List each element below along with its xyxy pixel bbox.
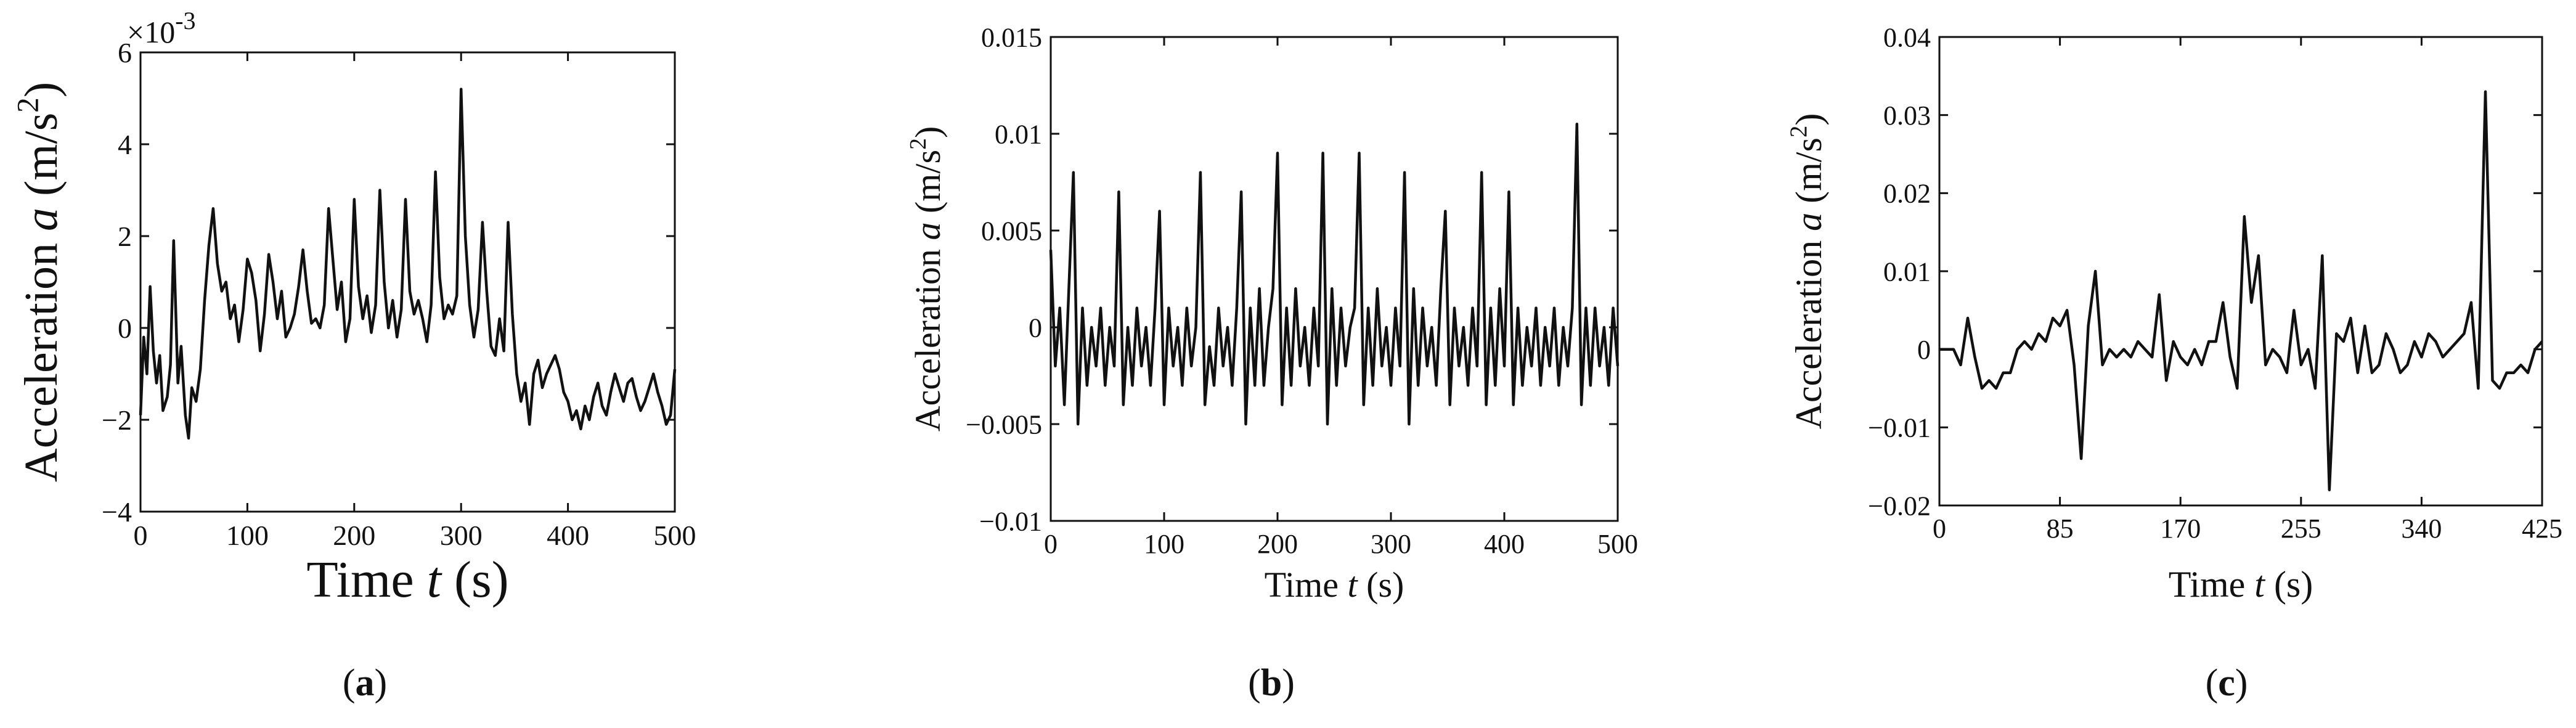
y-tick-label: −0.02: [1868, 491, 1931, 521]
x-tick-label: 400: [547, 520, 589, 551]
x-tick-label: 100: [1144, 529, 1184, 559]
x-tick-label: 500: [654, 520, 696, 551]
x-tick-label: 255: [2281, 513, 2321, 544]
x-tick-label: 85: [2047, 513, 2074, 544]
x-axis-label: Time t (s): [306, 551, 508, 608]
panel-caption: (b): [1248, 662, 1295, 704]
panel-caption: (a): [343, 662, 387, 704]
x-tick-label: 200: [333, 520, 375, 551]
y-tick-label: −0.01: [979, 506, 1042, 536]
series-line: [1939, 90, 2543, 491]
x-tick-label: 100: [226, 520, 269, 551]
y-axis-label: Acceleration a (m/s2): [1785, 113, 1829, 430]
y-tick-label: 0.03: [1883, 100, 1931, 131]
y-tick-label: −4: [102, 496, 132, 528]
y-tick-label: −2: [102, 404, 132, 436]
series-line: [1049, 123, 1620, 426]
y-tick-label: 0: [118, 313, 132, 344]
y-tick-label: 0.01: [1883, 256, 1931, 287]
x-tick-label: 300: [440, 520, 483, 551]
y-tick-label: 0.01: [995, 119, 1042, 149]
x-tick-label: 500: [1597, 529, 1638, 559]
y-tick-label: 0.015: [981, 22, 1042, 52]
plot-frame: [139, 51, 676, 513]
y-tick-label: −0.01: [1868, 413, 1931, 443]
y-tick-label: 0.02: [1883, 179, 1931, 209]
y-tick-label: 0: [1917, 335, 1931, 365]
x-tick-label: 300: [1371, 529, 1411, 559]
panel-caption: (c): [2206, 662, 2248, 704]
x-tick-label: 0: [1044, 529, 1058, 559]
x-tick-label: 170: [2160, 513, 2201, 544]
y-tick-label: −0.005: [966, 409, 1042, 440]
y-tick-label: 2: [118, 221, 132, 252]
y-axis-label: Acceleration a (m/s2): [905, 126, 948, 432]
x-tick-label: 200: [1257, 529, 1298, 559]
y-tick-label: 4: [118, 129, 132, 160]
panel-b: 0 100 200 300 400 500 −0.01 −0.005 0 0.005 0.01 0.0…: [905, 22, 1638, 704]
x-axis-label: Time t (s): [1265, 565, 1404, 605]
y-exponent-label: ×10-3: [127, 7, 196, 49]
y-axis-label: Acceleration a (m/s2): [11, 82, 67, 482]
y-tick-label: 0.005: [981, 216, 1042, 246]
x-axis-label: Time t (s): [2169, 564, 2313, 605]
plot-frame: [1050, 36, 1619, 522]
series-line: [139, 88, 677, 440]
y-tick-label: 6: [118, 37, 132, 68]
panel-c: 0 85 170 255 340 425 −0.02 −0.01 0 0.01 0.02 0.03 0.…: [1785, 22, 2562, 704]
x-tick-label: 0: [134, 520, 148, 551]
x-tick-label: 340: [2401, 513, 2442, 544]
x-tick-label: 0: [1933, 513, 1946, 544]
y-tick-label: 0.04: [1883, 22, 1931, 52]
x-tick-label: 400: [1484, 529, 1525, 559]
y-tick-label: 0: [1029, 313, 1042, 343]
x-tick-label: 425: [2522, 513, 2562, 544]
panel-a: 0 100 200 300 400 500 −4 −2 0 2 4 6×10-3 Time t (s) A…: [11, 7, 696, 704]
